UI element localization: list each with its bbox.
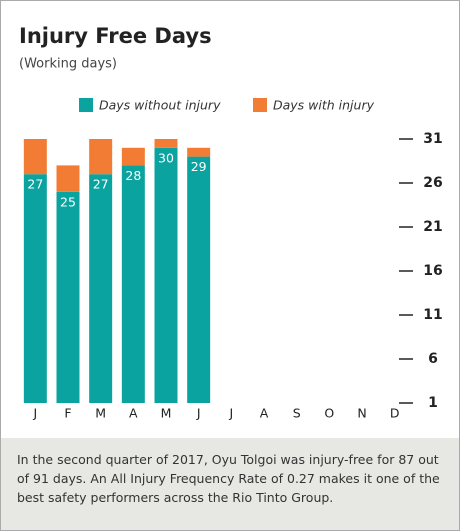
x-tick-label: J (196, 406, 201, 421)
data-label: 29 (191, 159, 207, 174)
legend-swatch (79, 98, 93, 112)
y-tick-label: 21 (423, 219, 442, 235)
bar-segment (121, 147, 145, 166)
y-tick-label: 16 (423, 263, 442, 279)
x-tick-label: F (64, 406, 71, 421)
bar-segment (154, 139, 178, 148)
bar-segment (121, 165, 145, 403)
x-tick-label: O (324, 406, 334, 421)
bar-segment (56, 191, 80, 403)
chart: Injury Free Days (Working days) Days wit… (19, 24, 443, 421)
data-label: 27 (93, 177, 109, 192)
bar-segment (187, 156, 211, 403)
chart-title: Injury Free Days (19, 24, 212, 48)
x-tick-label: J (32, 406, 37, 421)
bar-segment (56, 165, 80, 192)
x-tick-label: D (390, 406, 400, 421)
y-tick-label: 6 (428, 351, 438, 367)
legend-label: Days without injury (99, 98, 221, 113)
y-tick-label: 1 (428, 395, 438, 411)
bar-segment (187, 147, 211, 157)
bar-segment (89, 174, 113, 403)
x-tick-label: S (293, 406, 301, 421)
data-label: 25 (60, 194, 76, 209)
x-tick-label: M (161, 406, 172, 421)
legend-swatch (253, 98, 267, 112)
x-tick-label: N (357, 406, 366, 421)
y-tick-label: 26 (423, 175, 442, 191)
chart-subtitle: (Working days) (19, 57, 117, 72)
bar-segment (89, 139, 113, 175)
data-label: 27 (27, 177, 43, 192)
caption: In the second quarter of 2017, Oyu Tolgo… (1, 438, 459, 530)
legend-label: Days with injury (273, 98, 375, 113)
data-label: 28 (125, 168, 141, 183)
y-tick-label: 11 (423, 307, 442, 323)
bar-segment (23, 139, 47, 175)
x-tick-label: M (95, 406, 106, 421)
data-label: 30 (158, 150, 174, 165)
x-tick-label: A (129, 406, 138, 421)
bar-segment (23, 174, 47, 403)
x-tick-label: J (228, 406, 233, 421)
y-tick-label: 31 (423, 131, 442, 147)
x-tick-label: A (260, 406, 269, 421)
bar-segment (154, 147, 178, 403)
